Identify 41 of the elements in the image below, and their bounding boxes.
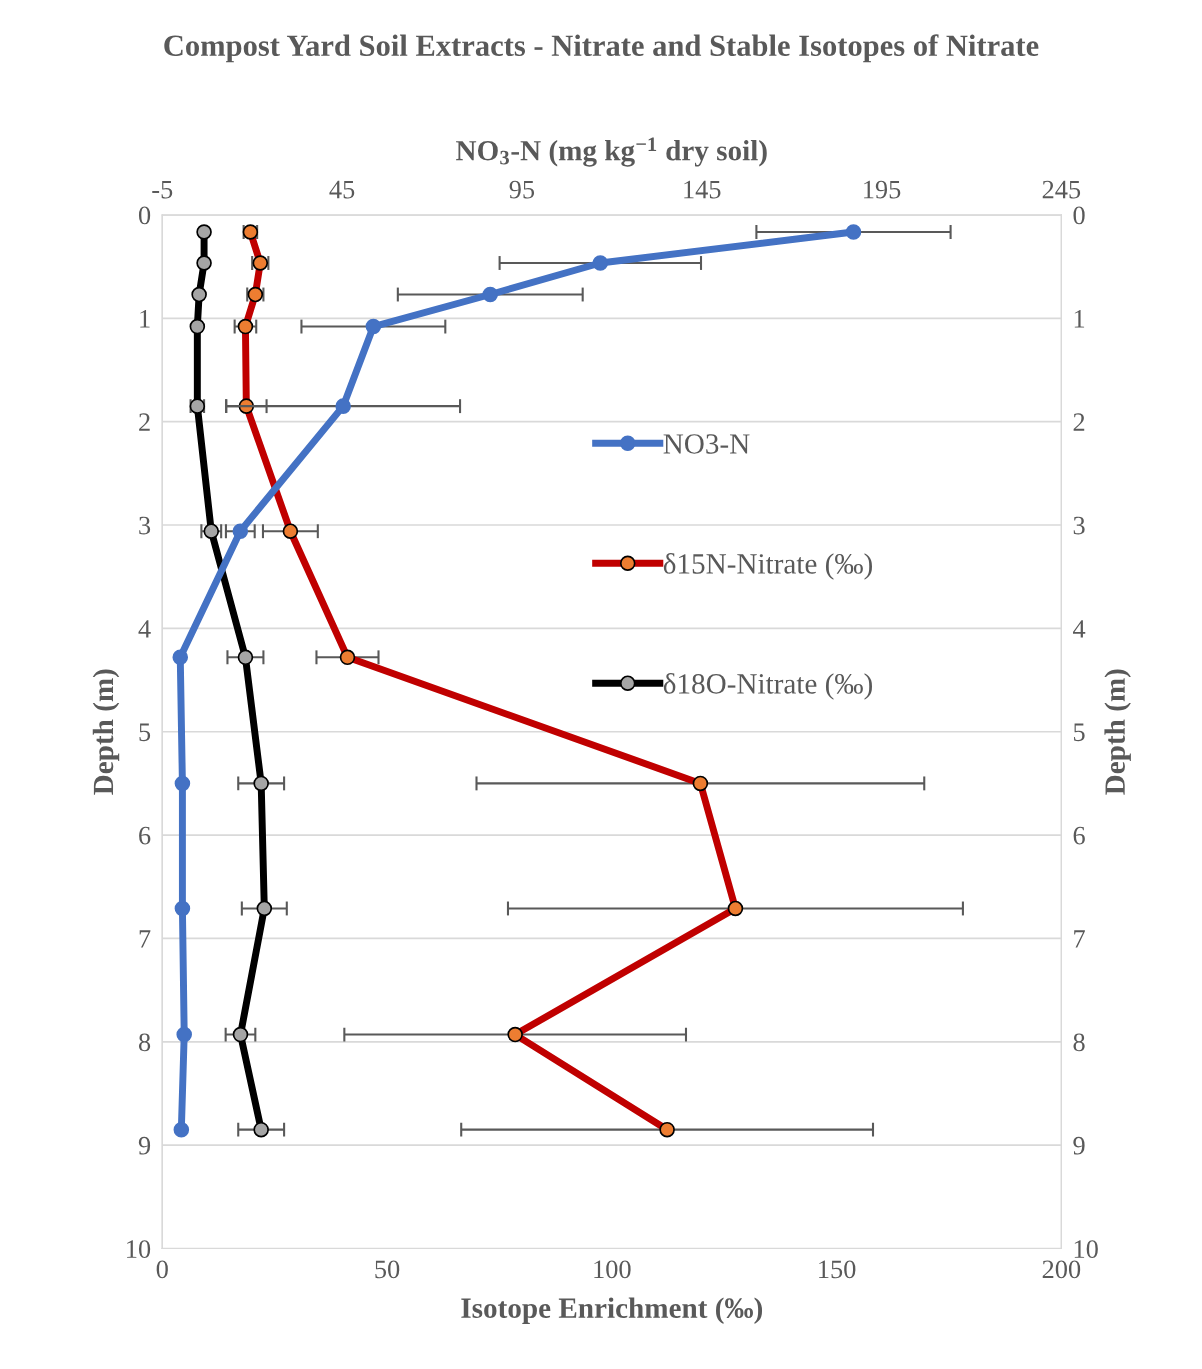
y2-tick-label: 6 bbox=[1073, 826, 1085, 845]
y-tick-label: 7 bbox=[139, 930, 151, 948]
x2-tick-label: 95 bbox=[509, 180, 535, 199]
x2-axis-title: NO$_{3}$-N (mg kg$^{−1}$ dry soil) bbox=[456, 137, 767, 167]
y-axis-title: Depth (m) bbox=[92, 669, 120, 795]
y-tick-label: 8 bbox=[138, 1033, 151, 1052]
x-tick-label: 200 bbox=[1042, 1260, 1081, 1279]
y2-tick-label: 8 bbox=[1073, 1033, 1085, 1052]
x2-tick-label: 195 bbox=[864, 180, 901, 199]
y2-tick-label: 7 bbox=[1074, 930, 1085, 948]
x-axis-title: Isotope Enrichment (‰) bbox=[461, 1297, 763, 1324]
y2-tick-label: 10 bbox=[1074, 1240, 1098, 1258]
y2-axis-title: Depth (m) bbox=[1104, 669, 1131, 795]
chart-title: Compost Yard Soil Extracts - Nitrate and Stable Isotopes of Nitrate bbox=[164, 34, 1039, 63]
y2-tick-label: 5 bbox=[1074, 723, 1085, 742]
x-tick-label: 50 bbox=[375, 1260, 400, 1279]
y-tick-label: 0 bbox=[138, 206, 151, 225]
x2-tick-label: 145 bbox=[684, 180, 721, 199]
y2-tick-label: 3 bbox=[1073, 516, 1085, 535]
y2-tick-label: 9 bbox=[1073, 1136, 1085, 1155]
y2-tick-label: 1 bbox=[1074, 310, 1085, 328]
legend-label: NO3-N bbox=[663, 434, 750, 454]
y-tick-label: 6 bbox=[139, 826, 151, 845]
x2-tick-label: 45 bbox=[329, 180, 355, 199]
y-tick-label: 1 bbox=[140, 310, 150, 328]
x-tick-label: 0 bbox=[156, 1260, 168, 1279]
legend-label: δ15N-Nitrate (‰) bbox=[663, 553, 872, 580]
y2-tick-label: 0 bbox=[1073, 206, 1085, 225]
y-tick-label: 10 bbox=[127, 1240, 151, 1258]
legend-label: δ18O-Nitrate (‰) bbox=[663, 673, 872, 700]
y-tick-label: 2 bbox=[139, 413, 150, 431]
y-tick-label: 4 bbox=[138, 620, 151, 638]
x2-tick-label: 245 bbox=[1042, 180, 1081, 199]
y-tick-label: 5 bbox=[139, 723, 151, 742]
x-tick-label: 100 bbox=[594, 1260, 631, 1279]
x-tick-label: 150 bbox=[819, 1260, 856, 1279]
y2-tick-label: 4 bbox=[1072, 620, 1086, 638]
y-tick-label: 3 bbox=[139, 516, 151, 535]
y-tick-label: 9 bbox=[138, 1136, 151, 1155]
y2-tick-label: 2 bbox=[1073, 413, 1085, 431]
x2-tick-label: -5 bbox=[152, 180, 173, 199]
